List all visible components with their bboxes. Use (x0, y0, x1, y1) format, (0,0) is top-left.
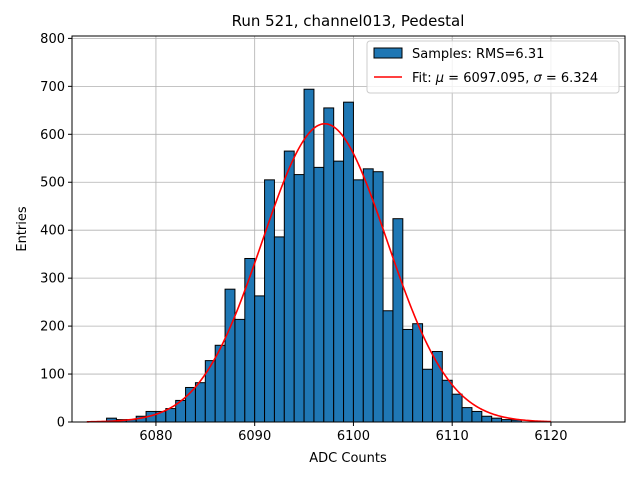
histogram-bar (244, 257, 256, 423)
x-tick-label: 6090 (238, 429, 271, 444)
histogram-bar (273, 236, 285, 423)
x-tick-label: 6100 (337, 429, 370, 444)
legend-mu-symbol: μ (435, 71, 444, 86)
y-tick-label: 500 (40, 176, 65, 191)
y-tick-label: 700 (40, 80, 65, 95)
histogram-bar (224, 288, 236, 423)
histogram-bar (362, 168, 374, 423)
y-tick-label: 0 (57, 416, 65, 431)
histogram-bar (412, 323, 424, 423)
y-axis-label: Entries (15, 206, 30, 252)
legend-fit-prefix: Fit: (412, 71, 436, 86)
y-tick-label: 400 (40, 224, 65, 239)
histogram-bar (165, 408, 177, 423)
histogram-bars (106, 88, 522, 423)
legend-bar-swatch (373, 47, 403, 59)
histogram-bar (422, 368, 433, 423)
histogram-bar (481, 415, 493, 423)
legend-fit-label: Fit: μ = 6097.095, σ = 6.324 (412, 71, 598, 86)
histogram-bar (264, 179, 275, 423)
legend-box (366, 40, 620, 94)
y-tick-label: 200 (40, 320, 65, 335)
histogram-bar (491, 417, 503, 423)
histogram-bar (372, 171, 384, 423)
y-tick-label: 100 (40, 368, 65, 383)
histogram-bar (204, 360, 216, 423)
histogram-bar (323, 107, 335, 423)
fit-curve-group (86, 122, 551, 423)
legend-samples-label: Samples: RMS=6.31 (412, 47, 544, 62)
histogram-bar (333, 160, 345, 423)
x-axis-ticks: 6080 6090 6100 6110 6120 (139, 422, 567, 444)
x-tick-label: 6110 (436, 429, 469, 444)
x-tick-label: 6080 (139, 429, 172, 444)
histogram-bar (313, 166, 325, 423)
x-tick-label: 6120 (534, 429, 567, 444)
histogram-bar (392, 218, 404, 423)
legend-mu-value: = 6097.095, (444, 71, 533, 86)
histogram-bar (194, 382, 206, 423)
histogram-bar (441, 379, 453, 423)
fit-curve (86, 122, 551, 423)
plot-frame (71, 35, 626, 423)
histogram-bar (461, 407, 473, 423)
y-tick-label: 800 (40, 32, 65, 47)
legend-sigma-symbol: σ (534, 71, 543, 86)
chart-title: Run 521, channel013, Pedestal (232, 12, 465, 30)
legend: Samples: RMS=6.31 Fit: μ = 6097.095, σ =… (366, 40, 620, 94)
legend-sigma-value: = 6.324 (542, 71, 598, 86)
y-axis-ticks: 0 100 200 300 400 500 600 700 800 (40, 32, 72, 431)
histogram-bar (283, 150, 295, 423)
histogram-bar (254, 295, 266, 423)
y-tick-label: 600 (40, 128, 65, 143)
histogram-bar (402, 328, 414, 423)
histogram-bar (471, 410, 483, 423)
histogram-bar (352, 179, 364, 423)
x-axis-label: ADC Counts (309, 451, 387, 466)
histogram-bar (451, 393, 463, 423)
histogram-bar (234, 318, 246, 423)
histogram-bar (293, 174, 305, 423)
histogram-bar (303, 88, 315, 423)
y-tick-label: 300 (40, 272, 65, 287)
histogram-bar (382, 310, 394, 423)
